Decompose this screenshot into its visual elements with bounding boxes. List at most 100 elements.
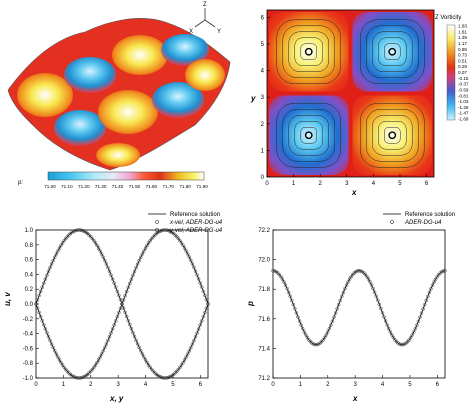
data-point <box>110 277 115 281</box>
axes-triad: Z X Y <box>189 2 221 35</box>
contour-line <box>294 37 323 66</box>
x-tick-label: 0 <box>271 382 275 388</box>
blue-lobe <box>64 57 116 93</box>
data-point <box>401 342 405 347</box>
contour-line <box>384 127 401 144</box>
data-point <box>45 331 49 335</box>
x-tick-label: 5 <box>398 181 402 187</box>
legend: Reference solution ADER-DG-u4 <box>383 212 455 226</box>
data-point <box>376 298 380 302</box>
data-point <box>42 281 46 285</box>
data-point <box>288 294 292 298</box>
y-tick-label: 6 <box>261 15 265 21</box>
data-point <box>107 335 112 339</box>
x-tick-label: 4 <box>381 382 385 388</box>
data-point <box>374 294 378 298</box>
vorticity-heatmap: 0 1 2 3 4 5 6 0 1 2 3 4 5 6 Z Vorticity 1.831.611.391… <box>250 9 469 197</box>
x-tick-label: 5 <box>171 382 175 388</box>
data-point <box>139 255 143 259</box>
data-point <box>326 330 330 334</box>
data-point <box>134 338 138 342</box>
data-point <box>51 258 55 263</box>
data-point <box>71 374 76 379</box>
data-point <box>189 345 193 350</box>
data-point <box>120 302 124 306</box>
colorbar-tick-label: 71.30 <box>95 184 107 189</box>
data-point <box>185 352 190 356</box>
data-point <box>131 330 135 335</box>
data-point <box>195 273 199 277</box>
data-point <box>57 246 62 250</box>
data-point <box>159 375 163 379</box>
data-point <box>283 283 288 287</box>
data-point <box>142 355 146 359</box>
data-point <box>300 326 305 331</box>
data-point <box>179 363 184 367</box>
colorbar-tick-label: 71.70 <box>162 184 174 189</box>
data-point <box>193 269 198 273</box>
data-point <box>137 345 141 350</box>
colorbar-tick-label: 0.73 <box>458 53 467 58</box>
data-point <box>95 243 99 248</box>
y-tick-label: 0.8 <box>25 243 34 249</box>
x-tick-label: 5 <box>408 382 412 388</box>
data-point <box>315 342 319 347</box>
data-point <box>336 302 341 307</box>
contour-line <box>282 109 335 162</box>
legend-entry: Reference solution <box>405 212 455 218</box>
data-point <box>280 277 285 281</box>
data-point <box>140 252 145 256</box>
data-point <box>204 297 209 302</box>
contour-line <box>294 121 323 150</box>
x-tick-label: 1 <box>62 382 66 388</box>
data-point <box>321 338 325 342</box>
data-point <box>167 375 171 379</box>
contour-line <box>372 31 413 72</box>
data-point <box>164 228 168 232</box>
data-point <box>390 333 394 337</box>
data-point <box>143 358 148 362</box>
data-point <box>146 241 151 245</box>
data-point <box>377 302 382 307</box>
data-point <box>294 311 299 315</box>
x-tick-label: 3 <box>345 181 349 187</box>
data-point <box>181 243 185 248</box>
data-point <box>95 360 99 365</box>
data-point <box>193 335 198 339</box>
data-point <box>37 293 41 298</box>
data-point <box>40 285 44 289</box>
data-point <box>54 252 59 256</box>
data-point <box>59 360 63 365</box>
triad-y-label: Y <box>217 29 221 35</box>
data-point <box>293 307 297 311</box>
data-point <box>145 243 149 248</box>
data-point <box>124 289 129 294</box>
legend-entry: y-vel, ADER-DG-u4 <box>169 228 223 234</box>
data-point <box>99 252 104 256</box>
data-point <box>187 349 191 353</box>
data-point <box>178 238 182 243</box>
data-point <box>204 306 209 311</box>
data-point <box>37 310 41 315</box>
data-point <box>43 327 48 331</box>
data-point <box>335 307 339 311</box>
data-point <box>98 355 102 359</box>
data-point <box>433 277 438 281</box>
y-tick-label: 3 <box>261 95 265 101</box>
data-point <box>109 331 113 335</box>
data-point <box>432 280 436 284</box>
data-point <box>200 319 204 323</box>
contour-line <box>288 115 329 156</box>
data-point <box>114 319 118 323</box>
data-point <box>418 315 422 320</box>
y-tick-label: 4 <box>261 69 265 75</box>
colorbar-tick-label: -1.25 <box>458 105 469 110</box>
pressure-line-plot: 0 1 2 3 4 5 6 72.2 72.0 71.8 71.6 71.4 71.2 Referenc… <box>246 212 455 403</box>
vortex-cell <box>352 12 432 92</box>
data-point <box>206 302 210 306</box>
data-point <box>99 352 104 356</box>
data-point <box>60 363 65 367</box>
data-point <box>96 358 101 362</box>
data-point <box>365 274 369 279</box>
data-point <box>201 289 206 293</box>
